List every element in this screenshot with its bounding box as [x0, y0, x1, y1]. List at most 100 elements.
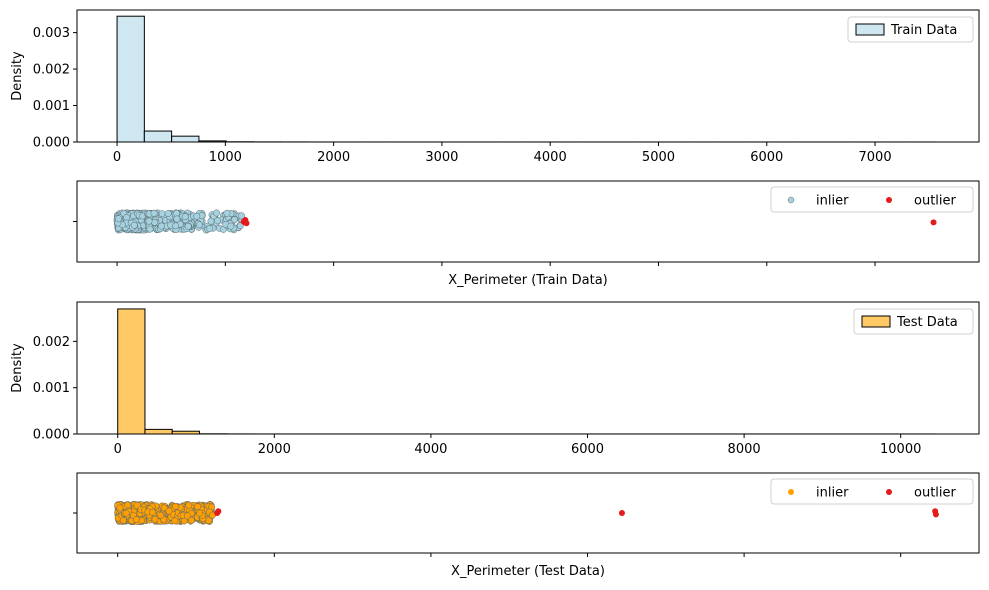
histogram-bar: [143, 130, 173, 143]
x-tick-label: 7000: [859, 150, 892, 165]
outlier-point: [930, 219, 937, 226]
axes-frame: [76, 301, 980, 435]
legend: inlier outlier: [770, 186, 974, 213]
legend-label-outlier: outlier: [914, 486, 957, 501]
inlier-point: [158, 210, 166, 218]
legend-label-inlier: inlier: [816, 194, 849, 209]
histogram-panel-0: 0 1000 2000 3000 4000 5000 6000 7000 0.000 0.001 0…: [10, 9, 980, 165]
legend-marker-inlier: [788, 489, 794, 495]
x-tick-label: 2000: [317, 150, 350, 165]
inlier-point: [173, 215, 181, 223]
legend-label: Train Data: [890, 23, 957, 38]
legend: inlier outlier: [770, 478, 974, 505]
y-tick-label: 0.000: [33, 428, 70, 443]
inlier-point: [230, 216, 238, 224]
inlier-point: [132, 516, 140, 523]
x-tick-label: 4000: [534, 150, 567, 165]
inlier-point: [145, 217, 153, 225]
inlier-point: [195, 221, 203, 229]
inlier-point: [213, 209, 220, 217]
inlier-point: [173, 209, 180, 217]
inlier-point: [206, 225, 214, 232]
inlier-point: [157, 222, 165, 230]
histogram-bar: [117, 308, 146, 435]
y-axis-label: Density: [10, 343, 25, 393]
outlier-point: [215, 508, 222, 515]
y-tick-label: 0.002: [33, 63, 70, 78]
inlier-point: [157, 511, 165, 519]
inlier-point: [150, 209, 158, 217]
histogram-bar: [144, 428, 173, 435]
x-tick-label: 5000: [642, 150, 675, 165]
inlier-point: [146, 225, 154, 233]
legend-marker-inlier: [787, 196, 795, 204]
x-tick-label: 4000: [414, 442, 447, 457]
x-tick-label: 10000: [880, 442, 921, 457]
inlier-point: [171, 502, 179, 510]
inlier-point: [193, 212, 201, 220]
x-tick-label: 8000: [728, 442, 761, 457]
legend-marker-outlier: [886, 197, 892, 203]
inlier-point: [171, 517, 179, 525]
inlier-point: [164, 210, 172, 217]
inlier-point: [172, 222, 180, 230]
axes-frame: [76, 9, 980, 143]
inlier-point: [115, 215, 122, 223]
inlier-point: [207, 217, 215, 225]
x-axis-label: X_Perimeter (Test Data): [451, 564, 605, 579]
inlier-point: [185, 501, 193, 509]
strip-panel-1: X_Perimeter (Train Data) inlier outlier: [73, 180, 980, 288]
legend-box: [853, 308, 974, 335]
inlier-point: [214, 217, 221, 225]
legend-label: Test Data: [896, 315, 958, 330]
y-tick-label: 0.000: [33, 136, 70, 151]
x-tick-label: 6000: [571, 442, 604, 457]
inlier-point: [238, 212, 246, 220]
inlier-point: [119, 516, 127, 524]
histogram-panel-2: 0 2000 4000 6000 8000 10000 0.000 0.001 0.002 Den…: [10, 301, 980, 457]
x-tick-label: 0: [113, 150, 121, 165]
legend: Test Data: [853, 308, 974, 335]
legend-marker-outlier: [886, 489, 892, 495]
y-tick-label: 0.002: [33, 335, 70, 350]
inlier-point: [116, 504, 124, 512]
y-tick-label: 0.003: [33, 26, 70, 41]
outlier-point: [241, 218, 248, 225]
inlier-point: [187, 516, 195, 524]
y-axis-label: Density: [10, 51, 25, 101]
y-tick-label: 0.001: [33, 381, 70, 396]
y-tick-label: 0.001: [33, 99, 70, 114]
inlier-point: [196, 509, 204, 517]
x-axis-label: X_Perimeter (Train Data): [448, 273, 607, 288]
x-tick-label: 1000: [209, 150, 242, 165]
x-tick-label: 2000: [258, 442, 291, 457]
inlier-point: [124, 501, 132, 509]
x-tick-label: 3000: [425, 150, 458, 165]
histogram-bar: [171, 135, 200, 143]
legend-box: [770, 186, 974, 213]
inlier-point: [160, 504, 168, 512]
panels: 0 1000 2000 3000 4000 5000 6000 70000.0000.0010…: [10, 9, 980, 579]
outlier-point: [932, 511, 939, 518]
outlier-point: [618, 510, 625, 516]
legend-swatch: [855, 23, 885, 36]
inlier-point: [181, 213, 189, 221]
legend: Train Data: [847, 16, 974, 43]
inlier-point: [194, 503, 202, 511]
legend-swatch: [861, 315, 891, 328]
legend-box: [847, 16, 974, 43]
inlier-point: [227, 222, 235, 230]
x-tick-label: 6000: [750, 150, 783, 165]
inlier-point: [184, 512, 191, 520]
legend-label-outlier: outlier: [914, 194, 957, 209]
inlier-point: [184, 222, 192, 230]
x-tick-label: 0: [114, 442, 122, 457]
strip-panel-3: X_Perimeter (Test Data) inlier outlier: [73, 472, 980, 579]
inlier-point: [122, 509, 130, 517]
inlier-point: [223, 209, 231, 217]
inlier-point: [130, 221, 138, 229]
histogram-bar: [116, 15, 145, 143]
inlier-point: [165, 507, 173, 515]
legend-label-inlier: inlier: [816, 486, 849, 501]
